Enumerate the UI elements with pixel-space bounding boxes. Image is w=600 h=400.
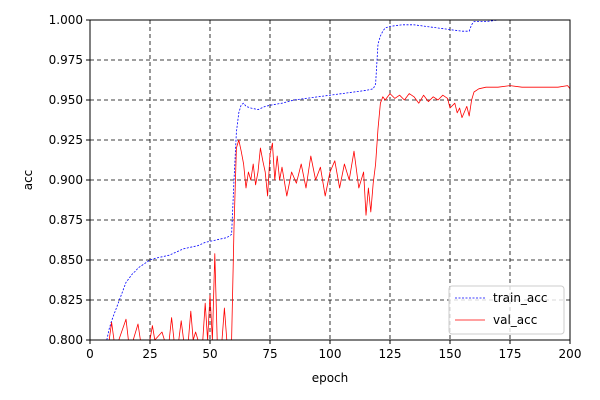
y-tick-label: 0.950 [49,93,83,107]
x-tick-label: 150 [439,347,462,361]
x-tick-label: 0 [86,347,94,361]
series-line-train-acc [106,20,570,340]
y-axis: 0.800 0.825 0.850 0.875 0.900 0.925 0.950 0.975… [49,13,90,347]
legend: train_acc val_acc [448,285,565,335]
x-axis: 0 25 50 75 100 125 150 175 200 [86,340,581,361]
x-tick-label: 75 [262,347,277,361]
y-tick-label: 0.900 [49,173,83,187]
series-line-val-acc [108,85,570,340]
x-tick-label: 200 [559,347,582,361]
legend-label-train-acc: train_acc [493,291,547,305]
y-tick-label: 0.925 [49,133,83,147]
y-tick-label: 0.875 [49,213,83,227]
y-tick-label: 1.000 [49,13,83,27]
series-group [106,20,570,340]
y-tick-label: 0.825 [49,293,83,307]
x-tick-label: 25 [142,347,157,361]
x-axis-label: epoch [312,371,349,385]
x-tick-label: 175 [499,347,522,361]
x-tick-label: 125 [379,347,402,361]
y-tick-label: 0.975 [49,53,83,67]
x-tick-label: 50 [202,347,217,361]
legend-label-val-acc: val_acc [493,313,537,327]
y-tick-label: 0.800 [49,333,83,347]
y-axis-label: acc [21,170,35,191]
x-tick-label: 100 [319,347,342,361]
y-tick-label: 0.850 [49,253,83,267]
